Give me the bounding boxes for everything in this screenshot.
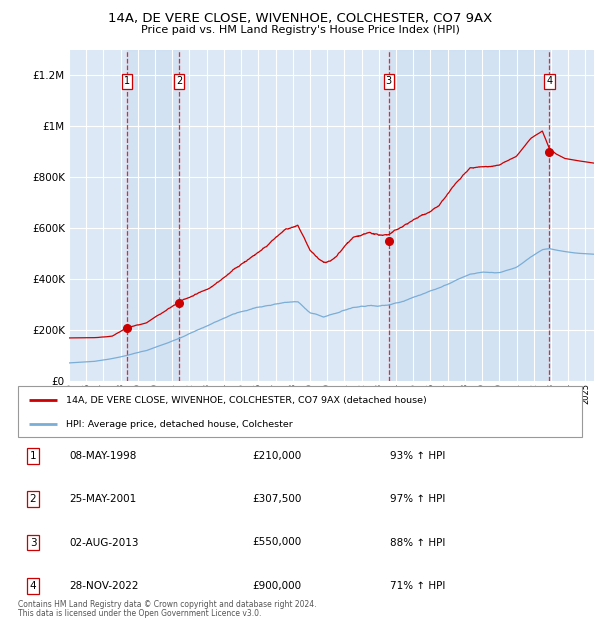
Text: 3: 3 [29, 538, 37, 547]
Bar [127, 50, 179, 381]
Text: This data is licensed under the Open Government Licence v3.0.: This data is licensed under the Open Gov… [18, 608, 262, 618]
Text: HPI: Average price, detached house, Colchester: HPI: Average price, detached house, Colc… [66, 420, 293, 429]
Text: Price paid vs. HM Land Registry's House Price Index (HPI): Price paid vs. HM Land Registry's House … [140, 25, 460, 35]
Text: 14A, DE VERE CLOSE, WIVENHOE, COLCHESTER, CO7 9AX (detached house): 14A, DE VERE CLOSE, WIVENHOE, COLCHESTER… [66, 396, 427, 405]
Text: £550,000: £550,000 [252, 538, 301, 547]
FancyBboxPatch shape [18, 386, 582, 437]
Text: 93% ↑ HPI: 93% ↑ HPI [390, 451, 445, 461]
Text: £210,000: £210,000 [252, 451, 301, 461]
Text: 1: 1 [124, 76, 130, 87]
Text: 25-MAY-2001: 25-MAY-2001 [69, 494, 136, 504]
Text: Contains HM Land Registry data © Crown copyright and database right 2024.: Contains HM Land Registry data © Crown c… [18, 600, 317, 609]
Text: £307,500: £307,500 [252, 494, 301, 504]
Text: 14A, DE VERE CLOSE, WIVENHOE, COLCHESTER, CO7 9AX: 14A, DE VERE CLOSE, WIVENHOE, COLCHESTER… [108, 12, 492, 25]
Text: 97% ↑ HPI: 97% ↑ HPI [390, 494, 445, 504]
Text: 2: 2 [29, 494, 37, 504]
Text: 4: 4 [546, 76, 553, 87]
Text: 2: 2 [176, 76, 182, 87]
Text: 71% ↑ HPI: 71% ↑ HPI [390, 581, 445, 591]
Text: 1: 1 [29, 451, 37, 461]
Text: 88% ↑ HPI: 88% ↑ HPI [390, 538, 445, 547]
Text: 08-MAY-1998: 08-MAY-1998 [69, 451, 136, 461]
Text: 02-AUG-2013: 02-AUG-2013 [69, 538, 139, 547]
Text: 3: 3 [386, 76, 392, 87]
Text: 4: 4 [29, 581, 37, 591]
Bar [389, 50, 550, 381]
Text: 28-NOV-2022: 28-NOV-2022 [69, 581, 139, 591]
Text: £900,000: £900,000 [252, 581, 301, 591]
